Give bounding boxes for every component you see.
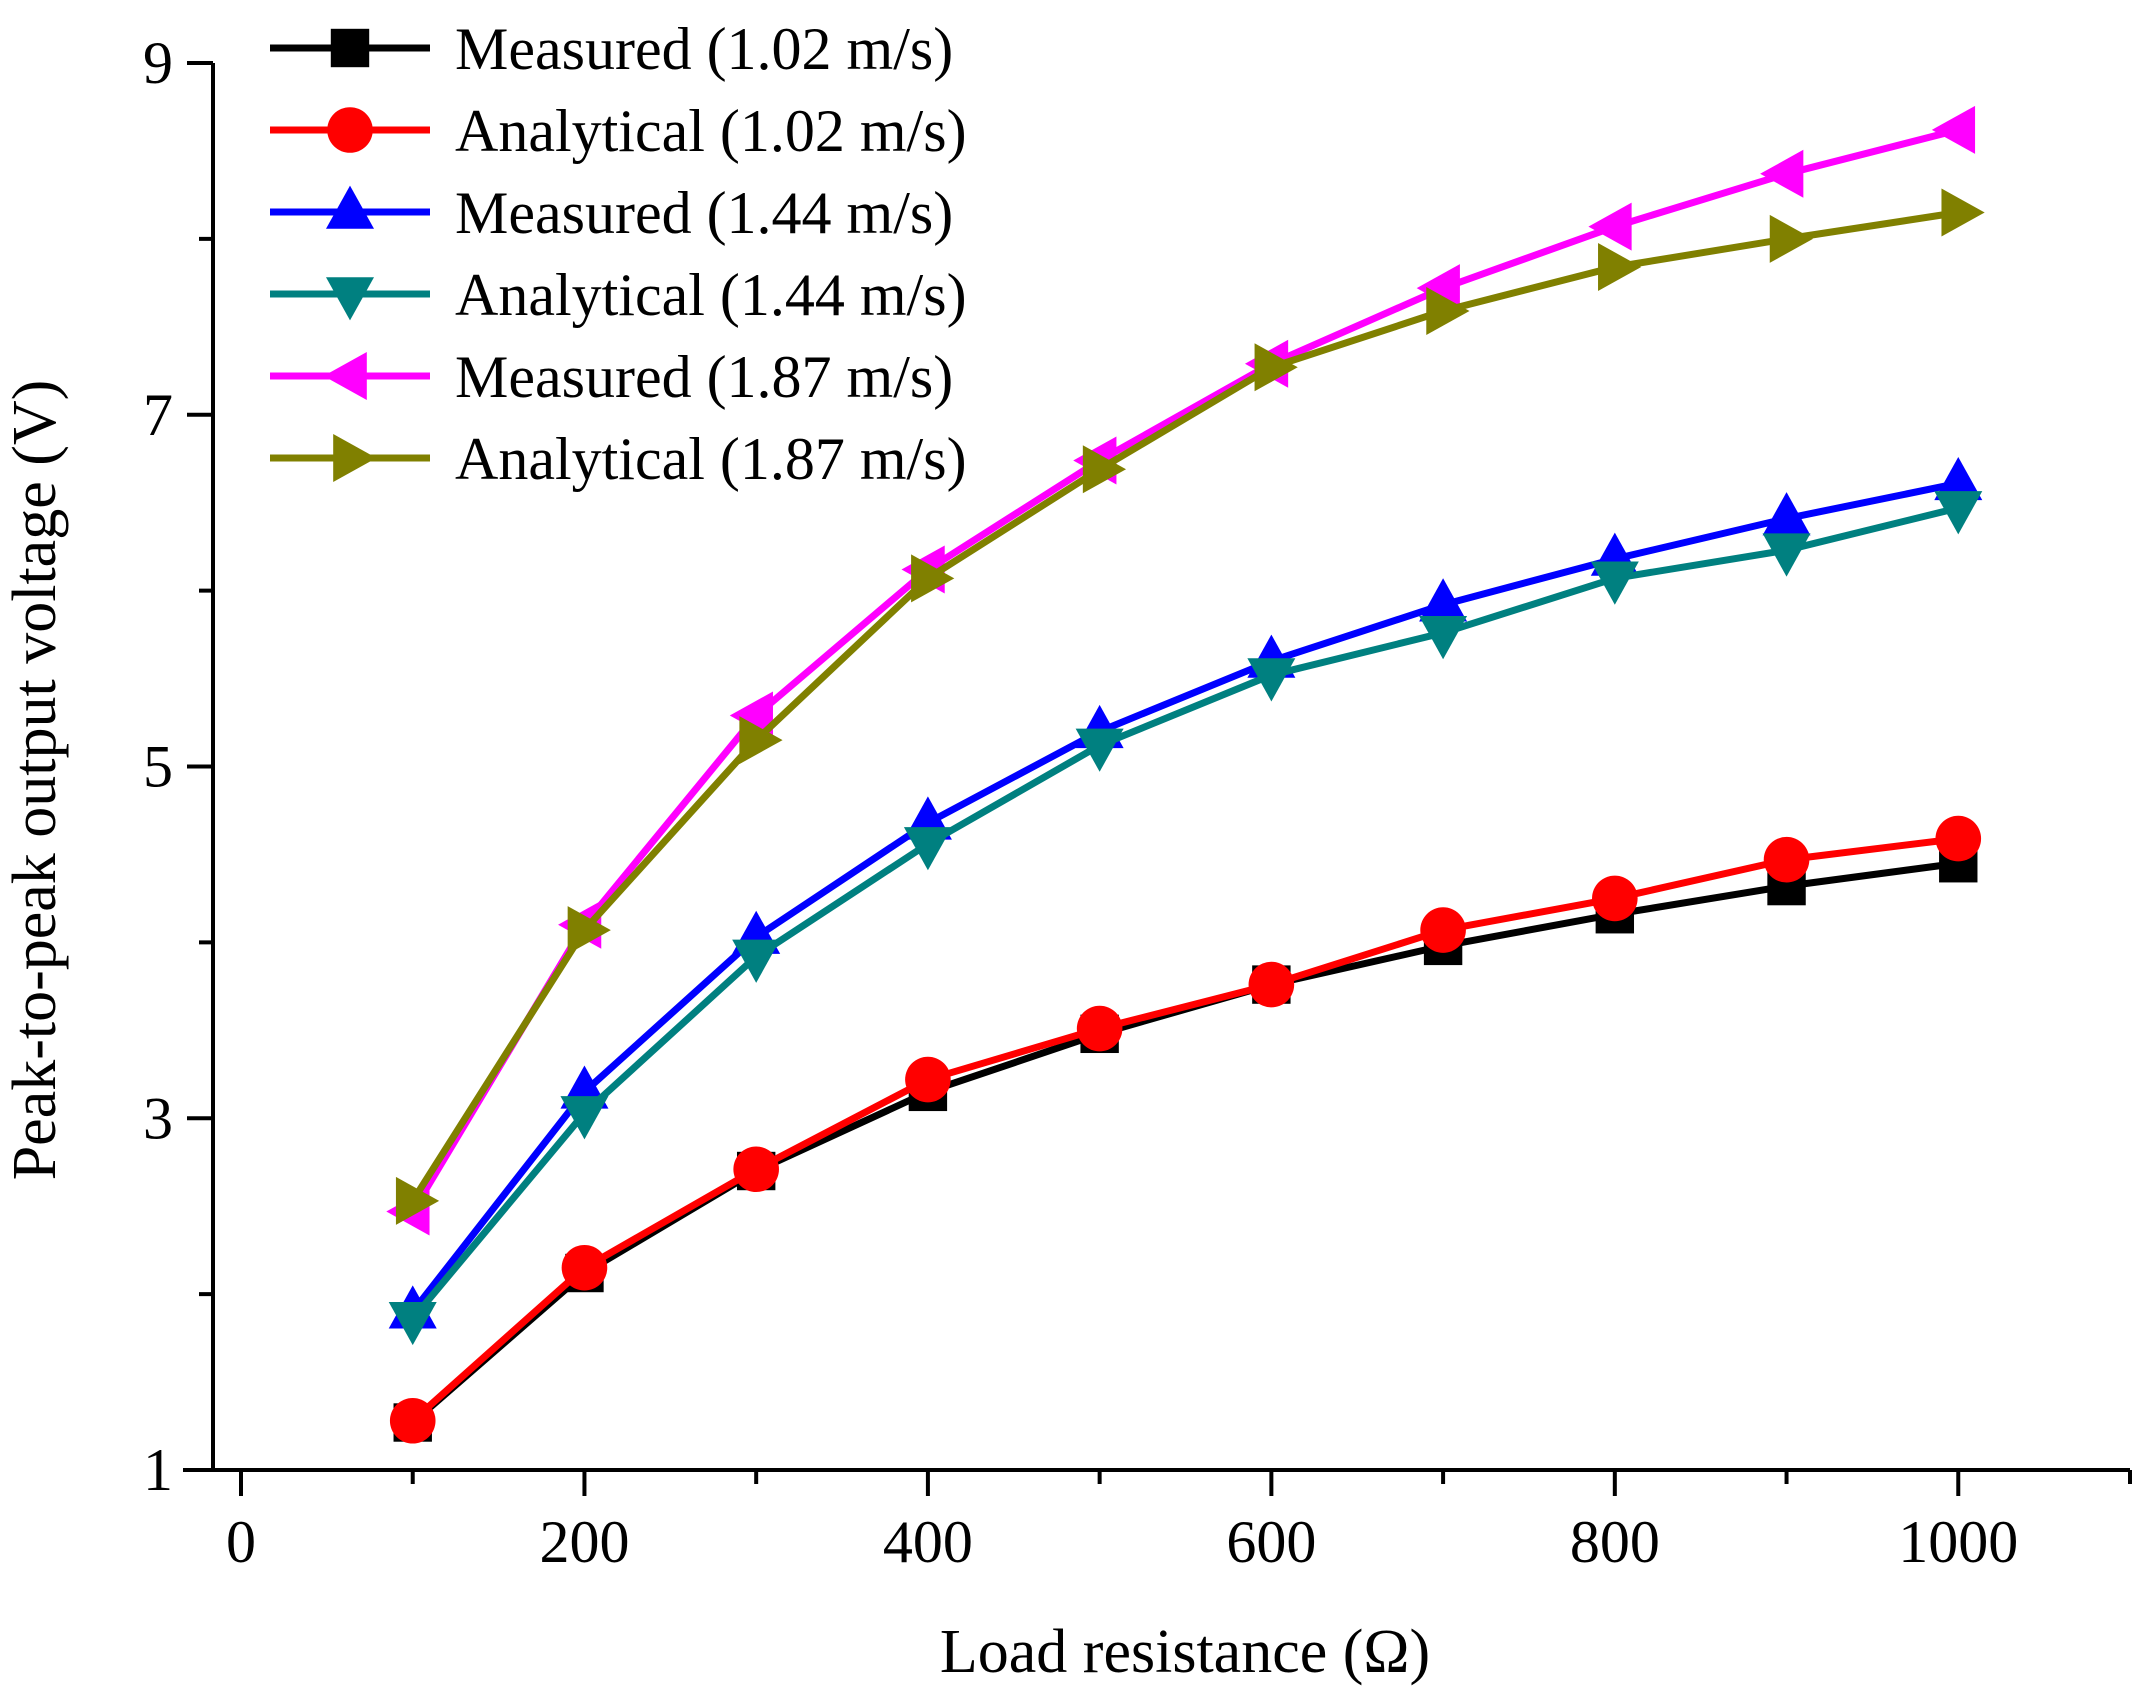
legend-swatch-marker — [327, 107, 373, 153]
legend-swatch-marker — [326, 185, 374, 229]
data-point — [567, 906, 611, 955]
data-point — [388, 1301, 437, 1346]
data-point — [1426, 286, 1470, 335]
data-point — [1588, 202, 1632, 251]
data-point — [1082, 445, 1127, 494]
data-point — [1076, 1005, 1123, 1052]
legend-label: Analytical (1.87 m/s) — [455, 426, 967, 492]
data-point — [1247, 658, 1296, 702]
legend-item: Analytical (1.87 m/s) — [270, 426, 967, 492]
data-point — [1075, 728, 1124, 772]
y-tick-label: 5 — [143, 734, 173, 800]
legend-item: Measured (1.87 m/s) — [270, 344, 953, 410]
data-point — [1763, 836, 1810, 883]
legend-item: Analytical (1.02 m/s) — [270, 98, 967, 164]
series-4 — [388, 491, 1983, 1346]
legend-label: Measured (1.87 m/s) — [455, 344, 953, 410]
data-point — [1931, 105, 1976, 154]
data-point — [1941, 188, 1985, 237]
legend-item: Measured (1.02 m/s) — [270, 16, 953, 82]
legend-label: Measured (1.02 m/s) — [455, 16, 953, 82]
data-point — [1419, 616, 1468, 660]
y-axis-title: Peak-to-peak output voltage (V) — [1, 380, 69, 1181]
data-point — [733, 1146, 779, 1193]
x-tick-label: 200 — [539, 1509, 629, 1575]
x-tick-label: 600 — [1226, 1509, 1316, 1575]
series-line — [410, 835, 1959, 1424]
legend-swatch-marker — [323, 352, 367, 400]
series-layer — [386, 105, 1985, 1444]
data-point — [560, 1096, 609, 1140]
data-point — [1254, 343, 1298, 392]
series-line — [410, 859, 1959, 1426]
legend-label: Analytical (1.02 m/s) — [455, 98, 967, 164]
x-axis-title: Load resistance (Ω) — [940, 1618, 1430, 1686]
series-1 — [393, 844, 1978, 1442]
x-tick-label: 1000 — [1898, 1509, 2018, 1575]
data-point — [561, 1244, 608, 1291]
data-point — [905, 1056, 951, 1103]
y-tick-label: 1 — [143, 1437, 173, 1503]
data-point — [1590, 561, 1639, 605]
data-point — [1762, 492, 1811, 536]
series-2 — [389, 815, 1982, 1444]
legend-swatch-marker — [330, 28, 370, 68]
data-point — [729, 691, 773, 740]
data-point — [1419, 578, 1468, 622]
data-point — [1934, 491, 1983, 535]
series-line — [409, 209, 1959, 1203]
legend: Measured (1.02 m/s) Analytical (1.02 m/s)… — [270, 16, 967, 492]
data-point — [1935, 815, 1982, 862]
data-point — [389, 1397, 436, 1444]
data-point — [1592, 875, 1638, 922]
data-point — [1598, 243, 1642, 292]
data-point — [1248, 961, 1295, 1008]
x-tick-label: 800 — [1570, 1509, 1660, 1575]
legend-swatch-marker — [326, 277, 374, 321]
legend-swatch-marker — [333, 434, 377, 482]
legend-item: Measured (1.44 m/s) — [270, 180, 953, 246]
data-point — [732, 939, 781, 983]
series-line — [409, 479, 1959, 1314]
data-point — [903, 827, 952, 871]
legend-item: Analytical (1.44 m/s) — [270, 262, 967, 328]
y-tick-label: 3 — [143, 1085, 173, 1151]
data-point — [1760, 149, 1804, 198]
y-tick-label: 7 — [143, 382, 173, 448]
data-point — [1769, 214, 1813, 263]
y-tick-label: 9 — [143, 30, 173, 96]
series-line — [410, 504, 1960, 1321]
series-line — [409, 126, 1960, 1214]
data-point — [739, 716, 783, 765]
series-6 — [395, 188, 1985, 1225]
legend-label: Analytical (1.44 m/s) — [455, 262, 967, 328]
legend-label: Measured (1.44 m/s) — [455, 180, 953, 246]
axes: 0 200 400 600 800 1000 1 3 5 7 9 — [143, 30, 2132, 1575]
x-tick-label: 0 — [226, 1509, 256, 1575]
x-tick-label: 400 — [883, 1509, 973, 1575]
data-point — [395, 1176, 440, 1225]
data-point — [1420, 907, 1466, 953]
data-point — [1934, 456, 1983, 501]
data-point — [911, 554, 955, 603]
data-point — [1762, 533, 1811, 577]
